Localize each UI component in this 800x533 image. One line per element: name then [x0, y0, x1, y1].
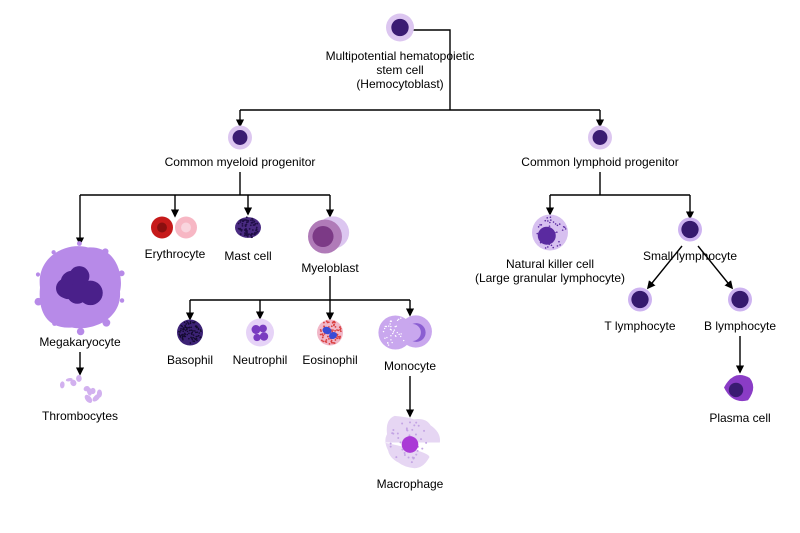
cell-macro [379, 412, 441, 479]
label-macro: Macrophage [350, 478, 470, 492]
cell-plasma [721, 369, 759, 412]
label-hsc: Multipotential hematopoietic stem cell (… [300, 50, 500, 91]
label-mono: Monocyte [360, 360, 460, 374]
cell-bcell [726, 286, 754, 319]
cell-eosino [315, 318, 345, 353]
cell-small [676, 216, 704, 249]
cell-clp [586, 124, 614, 157]
cell-mono [376, 313, 443, 358]
label-mega: Megakaryocyte [20, 336, 140, 350]
cell-mega [32, 240, 128, 341]
label-plasma: Plasma cell [680, 412, 800, 426]
label-myeloblast: Myeloblast [270, 262, 390, 276]
label-clp: Common lymphoid progenitor [490, 156, 710, 170]
label-small: Small lymphocyte [615, 250, 765, 264]
cell-baso [175, 318, 205, 353]
cell-neutro [244, 317, 276, 354]
cell-thrombo [56, 372, 104, 412]
cell-hsc [384, 12, 416, 49]
label-bcell: B lymphocyte [680, 320, 800, 334]
cell-mast [233, 213, 263, 248]
cell-cmp [226, 124, 254, 157]
cell-myeloblast [306, 214, 354, 263]
cell-erythro [149, 215, 201, 246]
cell-nk [530, 213, 570, 258]
cell-tcell [626, 286, 654, 319]
label-thrombo: Thrombocytes [20, 410, 140, 424]
hematopoiesis-diagram: Multipotential hematopoietic stem cell (… [0, 0, 800, 533]
label-cmp: Common myeloid progenitor [140, 156, 340, 170]
